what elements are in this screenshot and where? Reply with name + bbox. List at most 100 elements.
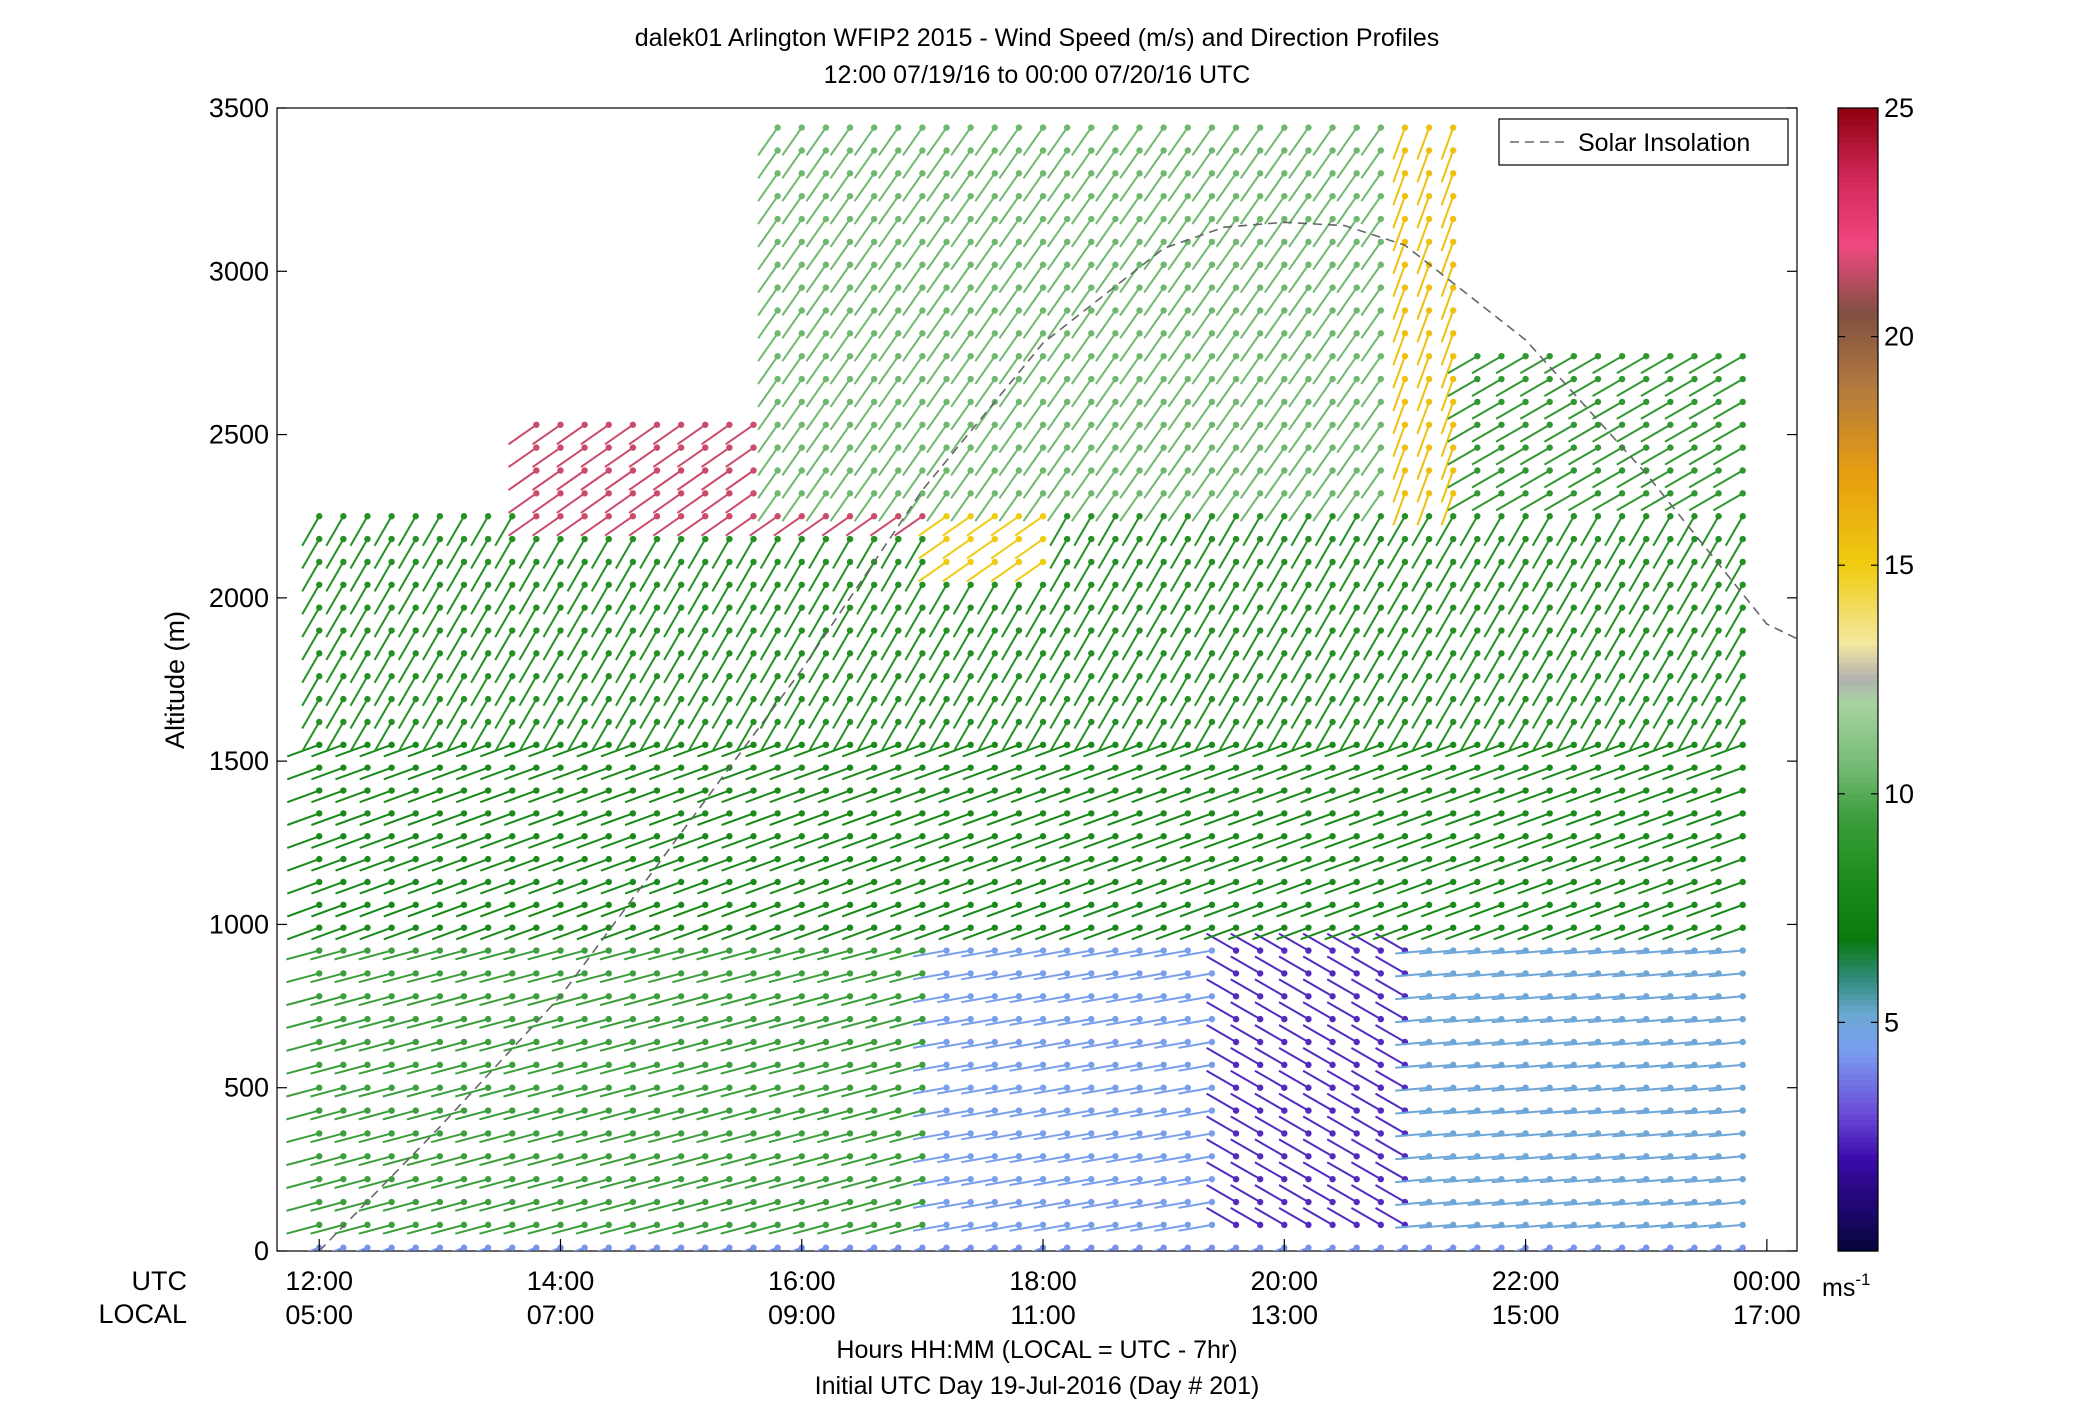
wind-barb	[373, 538, 393, 570]
wind-barb-dot	[581, 650, 588, 657]
wind-barb	[1628, 698, 1648, 730]
wind-barb-dot	[1667, 627, 1674, 634]
wind-barb	[1459, 538, 1479, 570]
wind-barb	[1276, 789, 1309, 804]
wind-barb-dot	[943, 124, 950, 131]
wind-barb-dot	[1088, 398, 1095, 406]
wind-barb-dot	[1063, 993, 1071, 1000]
wind-barb-dot	[846, 787, 854, 794]
wind-barb	[1419, 1201, 1454, 1206]
wind-barb	[1070, 218, 1093, 248]
wind-barb	[518, 675, 538, 707]
wind-barb-dot	[1498, 627, 1505, 634]
wind-barb-dot	[653, 1153, 661, 1160]
wind-barb	[853, 195, 875, 225]
wind-barb-dot	[581, 924, 588, 931]
wind-barb	[966, 515, 996, 537]
wind-barb	[1660, 1063, 1695, 1069]
wind-barb-dot	[991, 810, 998, 817]
wind-barb	[325, 515, 345, 547]
wind-barb	[1203, 881, 1237, 895]
wind-barb	[551, 1178, 585, 1189]
wind-barb-dot	[460, 581, 468, 588]
wind-barb	[1443, 1155, 1478, 1161]
wind-barb-dot	[1377, 170, 1385, 177]
wind-barb-dot	[484, 718, 492, 726]
wind-barb-dot	[774, 650, 781, 657]
wind-barb-dot	[1474, 398, 1481, 406]
wind-barb-dot	[1039, 307, 1047, 314]
wind-barb	[744, 1155, 778, 1167]
wind-barb-dot	[1281, 1084, 1288, 1091]
wind-barb	[494, 538, 514, 570]
wind-barb	[1242, 652, 1262, 684]
wind-barb	[1589, 766, 1623, 781]
wind-barb	[382, 949, 416, 961]
wind-barb-dot	[460, 810, 468, 817]
wind-barb	[904, 721, 924, 752]
wind-barb	[1326, 1207, 1358, 1226]
wind-barb	[1360, 378, 1382, 408]
wind-barb	[1266, 630, 1286, 661]
wind-barb	[745, 835, 778, 849]
wind-barb-dot	[1039, 787, 1047, 794]
wind-barb	[912, 1132, 947, 1141]
wind-barb	[623, 995, 658, 1007]
wind-barb	[1612, 1223, 1647, 1229]
wind-barb	[663, 584, 682, 615]
wind-barb-dot	[557, 558, 564, 566]
wind-barb-dot	[1546, 833, 1553, 840]
wind-barb	[672, 972, 706, 984]
wind-barb	[1517, 926, 1551, 941]
wind-barb	[628, 469, 658, 491]
wind-barb	[1336, 447, 1358, 477]
wind-barb	[1336, 492, 1358, 522]
wind-barb	[1155, 903, 1189, 918]
wind-barb-dot	[436, 604, 444, 611]
wind-barb-dot	[605, 1061, 612, 1069]
wind-barb	[1541, 789, 1575, 804]
wind-barb	[1179, 789, 1213, 804]
wind-barb	[504, 881, 537, 895]
wind-barb	[373, 561, 393, 592]
wind-barb	[552, 766, 585, 781]
wind-barb	[1215, 447, 1237, 477]
wind-barb-dot	[967, 878, 974, 886]
wind-barb	[1083, 835, 1116, 849]
wind-barb	[1491, 995, 1526, 1001]
wind-barb-dot	[436, 1038, 444, 1046]
wind-barb-dot	[1329, 1061, 1336, 1069]
wind-barb	[1155, 789, 1189, 804]
wind-barb-dot	[798, 238, 805, 246]
wind-barb	[877, 469, 900, 499]
wind-barb	[1001, 584, 1020, 615]
wind-barb	[1515, 972, 1550, 978]
wind-barb-dot	[919, 1244, 926, 1251]
wind-barb-dot	[967, 513, 974, 520]
wind-barb	[985, 995, 1020, 1004]
wind-barb-dot	[1063, 947, 1071, 954]
wind-barb	[1589, 858, 1623, 872]
wind-barb-dot	[919, 833, 926, 840]
wind-barb	[1178, 1178, 1213, 1187]
wind-barb	[1592, 492, 1623, 512]
wind-barb	[1095, 195, 1117, 225]
wind-barb	[1640, 492, 1671, 512]
wind-barb-dot	[1015, 398, 1023, 406]
wind-barb-dot	[870, 1061, 878, 1069]
wind-barb-dot	[316, 787, 323, 794]
wind-barb	[841, 1086, 875, 1098]
wind-barb	[1604, 721, 1623, 752]
wind-barb	[711, 584, 731, 615]
wind-barb-dot	[943, 1221, 950, 1229]
wind-barb-dot	[1570, 901, 1578, 909]
wind-barb	[912, 1041, 947, 1049]
wind-barb	[1411, 630, 1430, 661]
wind-barb-dot	[1570, 741, 1578, 749]
wind-barb	[1312, 424, 1334, 454]
wind-barb-dot	[460, 1084, 468, 1091]
wind-barb	[600, 926, 634, 941]
wind-barb	[783, 630, 803, 661]
wind-barb	[829, 218, 851, 248]
wind-barb-dot	[1063, 695, 1071, 703]
